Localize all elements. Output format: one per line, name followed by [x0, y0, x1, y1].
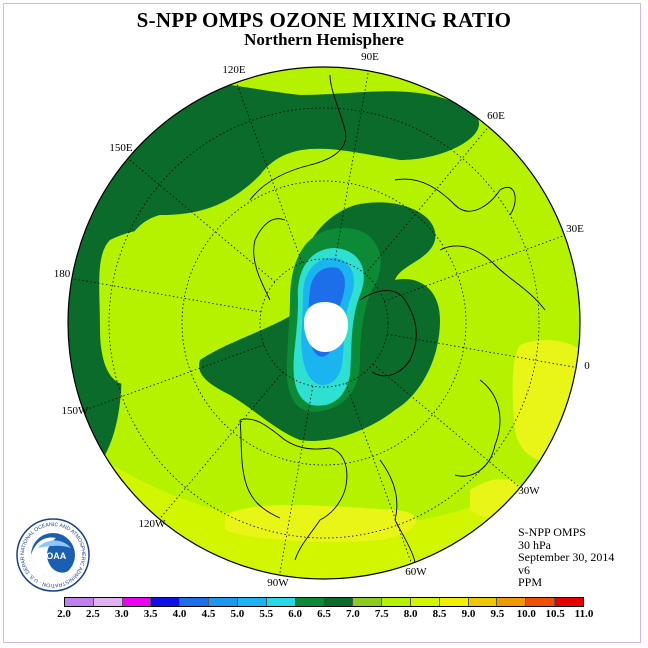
- meridian-line: [345, 383, 412, 564]
- colorbar-tick-label: 4.0: [172, 608, 187, 620]
- colorbar-tick-label: 8.0: [403, 608, 418, 620]
- lon-label-30e: 30E: [566, 223, 584, 235]
- meridian-line: [236, 82, 303, 263]
- colorbar-tick-label: 6.0: [288, 608, 302, 620]
- colorbar-tick-label: 4.5: [201, 608, 216, 620]
- lon-label-0: 0: [584, 360, 590, 372]
- lon-label-120w: 120W: [138, 518, 166, 530]
- lon-label-120e: 120E: [222, 64, 246, 76]
- meridian-line: [279, 385, 314, 576]
- colorbar-tick-label: 9.0: [461, 608, 476, 620]
- meridian-line: [83, 344, 264, 411]
- meridian-line: [364, 126, 489, 275]
- meridian-line: [386, 333, 577, 368]
- colorbar-swatch: [353, 598, 383, 606]
- figure-frame: [3, 3, 641, 643]
- meridian-lines: [71, 70, 577, 576]
- colorbar-swatch: [324, 598, 354, 606]
- map-boundary: [67, 66, 581, 580]
- colorbar-tick-label: 6.5: [317, 608, 331, 620]
- colorbar-swatch: [237, 598, 267, 606]
- coastlines: [239, 74, 546, 579]
- colorbar-tick-label: 5.5: [259, 608, 274, 620]
- field-light-pacific: [99, 228, 217, 385]
- colorbar-swatch: [209, 598, 238, 606]
- colorbar-ticks: 2.0 2.5 3.0 3.5 4.0 4.5 5.0 5.5 6.0 6.5 7.0 7.5 8.0 8…: [0, 608, 648, 622]
- colorbar-tick-label: 7.0: [346, 608, 360, 620]
- lon-label-180: 180: [53, 268, 71, 280]
- polar-no-data: [304, 302, 348, 352]
- lon-label-90w: 90W: [267, 577, 289, 589]
- meridian-line: [372, 363, 521, 488]
- meridian-line: [384, 235, 565, 302]
- colorbar-swatch: [382, 598, 411, 606]
- graticule: [108, 107, 540, 539]
- colorbar-tick-label: 8.5: [432, 608, 447, 620]
- meridian-line: [159, 371, 284, 520]
- lon-label-150w: 150W: [61, 405, 89, 417]
- lon-label-60e: 60E: [487, 110, 505, 122]
- colorbar-tick-label: 5.0: [230, 608, 245, 620]
- colorbar-tick-label: 9.5: [490, 608, 505, 620]
- colorbar-swatch: [410, 598, 440, 606]
- colorbar-swatch: [65, 598, 94, 606]
- noaa-logo: NATIONAL OCEANIC AND ATMOSPHERIC ADMINIS…: [16, 518, 90, 592]
- colorbar-tick-label: 3.5: [143, 608, 158, 620]
- colorbar-tick-label: 2.5: [86, 608, 100, 620]
- colorbar-swatch: [122, 598, 152, 606]
- product-info: S-NPP OMPS 30 hPa September 30, 2014 v6 …: [518, 526, 614, 589]
- colorbar-swatch: [555, 598, 583, 606]
- colorbar-tick-label: 7.5: [374, 608, 389, 620]
- colorbar-swatch: [439, 598, 469, 606]
- info-units: PPM: [518, 575, 543, 589]
- colorbar-swatch: [468, 598, 498, 606]
- colorbar-swatch: [266, 598, 296, 606]
- info-date: September 30, 2014: [518, 550, 615, 564]
- lon-label-30w: 30W: [518, 485, 540, 497]
- colorbar-tick-label: 10.0: [516, 608, 536, 620]
- lon-label-60w: 60W: [405, 566, 427, 578]
- colorbar-tick-label: 11.0: [574, 608, 594, 620]
- colorbar-swatch: [295, 598, 325, 606]
- meridian-line: [127, 158, 276, 283]
- colorbar-swatch: [93, 598, 123, 606]
- colorbar-swatch: [526, 598, 556, 606]
- colorbar-swatch: [151, 598, 181, 606]
- colorbar-swatch: [497, 598, 527, 606]
- map-subtitle: Northern Hemisphere: [244, 30, 404, 49]
- map-title: S-NPP OMPS OZONE MIXING RATIO: [136, 8, 512, 32]
- info-instrument: S-NPP OMPS: [518, 525, 586, 539]
- colorbar-tick-label: 3.0: [114, 608, 129, 620]
- noaa-logo-text: NOAA: [40, 551, 67, 561]
- colorbar: [64, 597, 584, 607]
- colorbar-tick-label: 2.0: [57, 608, 71, 620]
- lon-label-90e: 90E: [361, 51, 379, 63]
- info-version: v6: [518, 562, 530, 577]
- colorbar-tick-label: 10.5: [545, 608, 565, 620]
- info-level: 30 hPa: [518, 537, 551, 552]
- colorbar-swatch: [180, 598, 210, 606]
- field-yellow-west: [225, 505, 417, 542]
- lon-label-150e: 150E: [109, 142, 133, 154]
